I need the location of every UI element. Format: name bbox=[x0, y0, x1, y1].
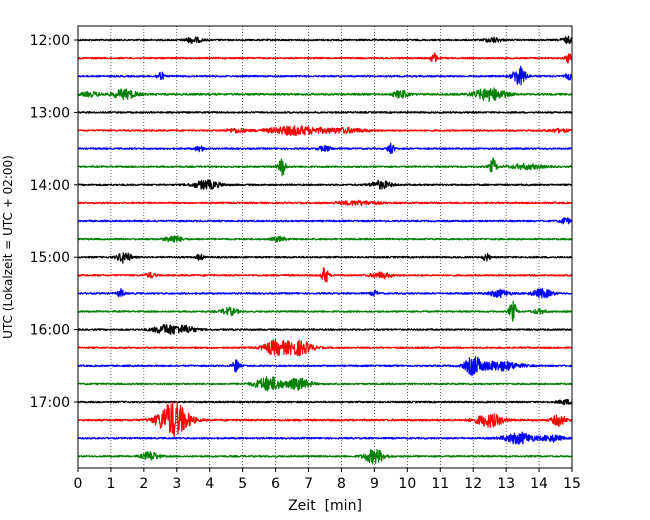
x-tick-label: 15 bbox=[563, 476, 581, 492]
trace-row bbox=[77, 35, 573, 45]
trace-row bbox=[77, 356, 573, 377]
y-axis-label: UTC (Lokalzeit = UTC + 02:00) bbox=[1, 155, 15, 339]
y-tick-label: 14:00 bbox=[30, 178, 70, 194]
x-tick-label: 2 bbox=[139, 476, 148, 492]
x-tick-label: 9 bbox=[370, 476, 379, 492]
y-axis-ticks: 12:00 13:00 14:00 15:00 16:00 17:00 bbox=[30, 33, 78, 411]
trace-row bbox=[77, 267, 573, 283]
trace-row bbox=[77, 300, 573, 322]
y-tick-label: 12:00 bbox=[30, 33, 70, 49]
trace-row bbox=[77, 431, 573, 445]
trace-row bbox=[77, 338, 573, 357]
x-tick-label: 6 bbox=[271, 476, 280, 492]
trace-row bbox=[77, 52, 573, 64]
x-tick-label: 1 bbox=[106, 476, 115, 492]
trace-row bbox=[77, 448, 573, 465]
x-tick-label: 11 bbox=[431, 476, 449, 492]
x-tick-label: 13 bbox=[497, 476, 515, 492]
x-tick-label: 3 bbox=[172, 476, 181, 492]
trace-row bbox=[77, 87, 573, 103]
x-tick-label: 10 bbox=[398, 476, 416, 492]
y-tick-label: 17:00 bbox=[30, 395, 70, 411]
trace-row bbox=[77, 65, 573, 86]
y-tick-label: 13:00 bbox=[30, 105, 70, 121]
trace-rows bbox=[77, 35, 573, 465]
trace-row bbox=[77, 111, 573, 114]
trace-row bbox=[77, 235, 573, 243]
trace-row bbox=[77, 142, 573, 155]
y-tick-label: 15:00 bbox=[30, 250, 70, 266]
trace-row bbox=[77, 402, 573, 437]
x-axis-label: Zeit [min] bbox=[288, 498, 362, 514]
trace-row bbox=[77, 179, 573, 190]
trace-row bbox=[77, 217, 573, 225]
trace-row bbox=[77, 157, 573, 177]
trace-row bbox=[77, 376, 573, 392]
plot-frame bbox=[77, 25, 573, 469]
trace-row bbox=[77, 398, 573, 406]
trace-row bbox=[77, 323, 573, 335]
x-tick-label: 0 bbox=[74, 476, 83, 492]
trace-row bbox=[77, 199, 573, 207]
x-tick-label: 5 bbox=[238, 476, 247, 492]
trace-row bbox=[77, 252, 573, 264]
x-tick-label: 14 bbox=[530, 476, 548, 492]
trace-row bbox=[77, 125, 573, 137]
y-tick-label: 16:00 bbox=[30, 323, 70, 339]
x-tick-label: 4 bbox=[205, 476, 214, 492]
x-tick-label: 12 bbox=[464, 476, 482, 492]
trace-row bbox=[77, 287, 573, 299]
x-tick-label: 8 bbox=[337, 476, 346, 492]
x-axis-ticks: 0 1 2 3 4 5 6 7 8 9 10 11 12 13 14 15 bbox=[74, 468, 581, 492]
x-tick-label: 7 bbox=[304, 476, 313, 492]
